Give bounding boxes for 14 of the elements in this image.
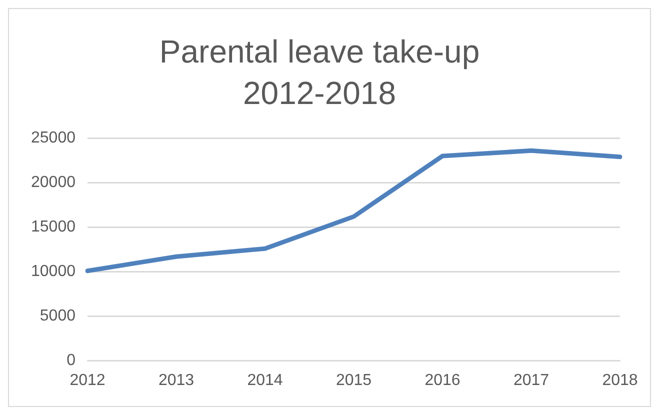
x-tick-label: 2017 bbox=[513, 372, 550, 389]
x-tick-label: 2015 bbox=[336, 372, 372, 389]
y-tick-label: 25000 bbox=[30, 130, 76, 147]
y-tick-label: 20000 bbox=[30, 174, 76, 192]
x-tick-label: 2013 bbox=[158, 372, 194, 389]
x-tick-label: 2016 bbox=[424, 372, 460, 389]
x-tick-label: 2018 bbox=[602, 372, 638, 389]
y-tick-label: 0 bbox=[66, 352, 76, 370]
x-tick-label: 2012 bbox=[70, 372, 106, 389]
y-tick-label: 10000 bbox=[30, 263, 76, 280]
chart-title: Parental leave take-up 2012-2018 bbox=[159, 34, 480, 112]
y-tick-label: 5000 bbox=[40, 308, 76, 325]
y-tick-label: 15000 bbox=[30, 218, 76, 236]
x-tick-label: 2014 bbox=[247, 372, 283, 389]
